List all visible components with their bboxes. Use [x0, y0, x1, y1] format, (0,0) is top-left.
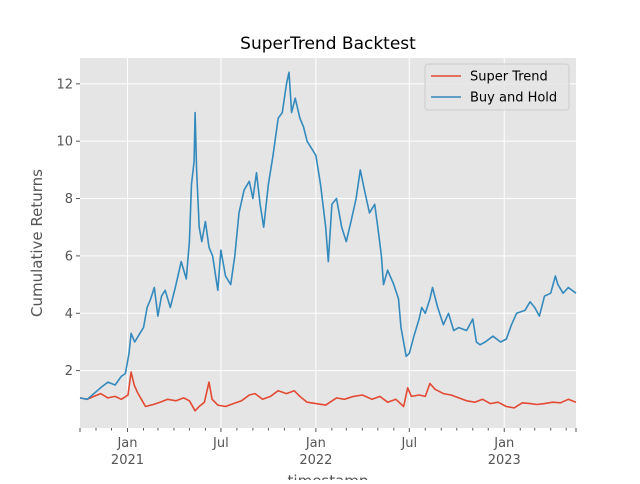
grid-lines [80, 58, 576, 428]
legend-label-super-trend: Super Trend [470, 70, 548, 85]
series-layer [79, 71, 577, 412]
y-tick-label: 4 [65, 307, 73, 322]
x-tick-year-label: 2022 [299, 453, 332, 468]
y-axis-label: Cumulative Returns [28, 169, 46, 317]
legend-label-buy-and-hold: Buy and Hold [470, 91, 557, 106]
x-tick-label: Jan [116, 436, 137, 451]
series-line-super-trend [79, 371, 577, 412]
x-tick-label: Jan [305, 436, 326, 451]
y-axis: 2 4 6 8 10 12 [56, 77, 80, 379]
x-axis-label: timestamp [288, 472, 369, 480]
x-tick-year-label: 2023 [488, 453, 521, 468]
y-tick-label: 10 [56, 135, 73, 150]
chart-title: SuperTrend Backtest [240, 34, 416, 54]
x-tick-label: Jan [493, 436, 514, 451]
x-tick-label: Jul [212, 436, 229, 451]
series-line-buy-and-hold [79, 71, 577, 401]
legend: Super Trend Buy and Hold [424, 63, 570, 111]
x-tick-year-label: 2021 [111, 453, 144, 468]
plot-area [80, 58, 576, 428]
x-tick-label: Jul [400, 436, 417, 451]
y-tick-label: 2 [65, 364, 73, 379]
y-tick-label: 8 [65, 192, 73, 207]
y-tick-label: 6 [65, 249, 73, 264]
y-tick-label: 12 [56, 77, 73, 92]
x-axis: Jan 2021 Jul Jan 2022 Jul Jan 2023 [79, 428, 577, 468]
